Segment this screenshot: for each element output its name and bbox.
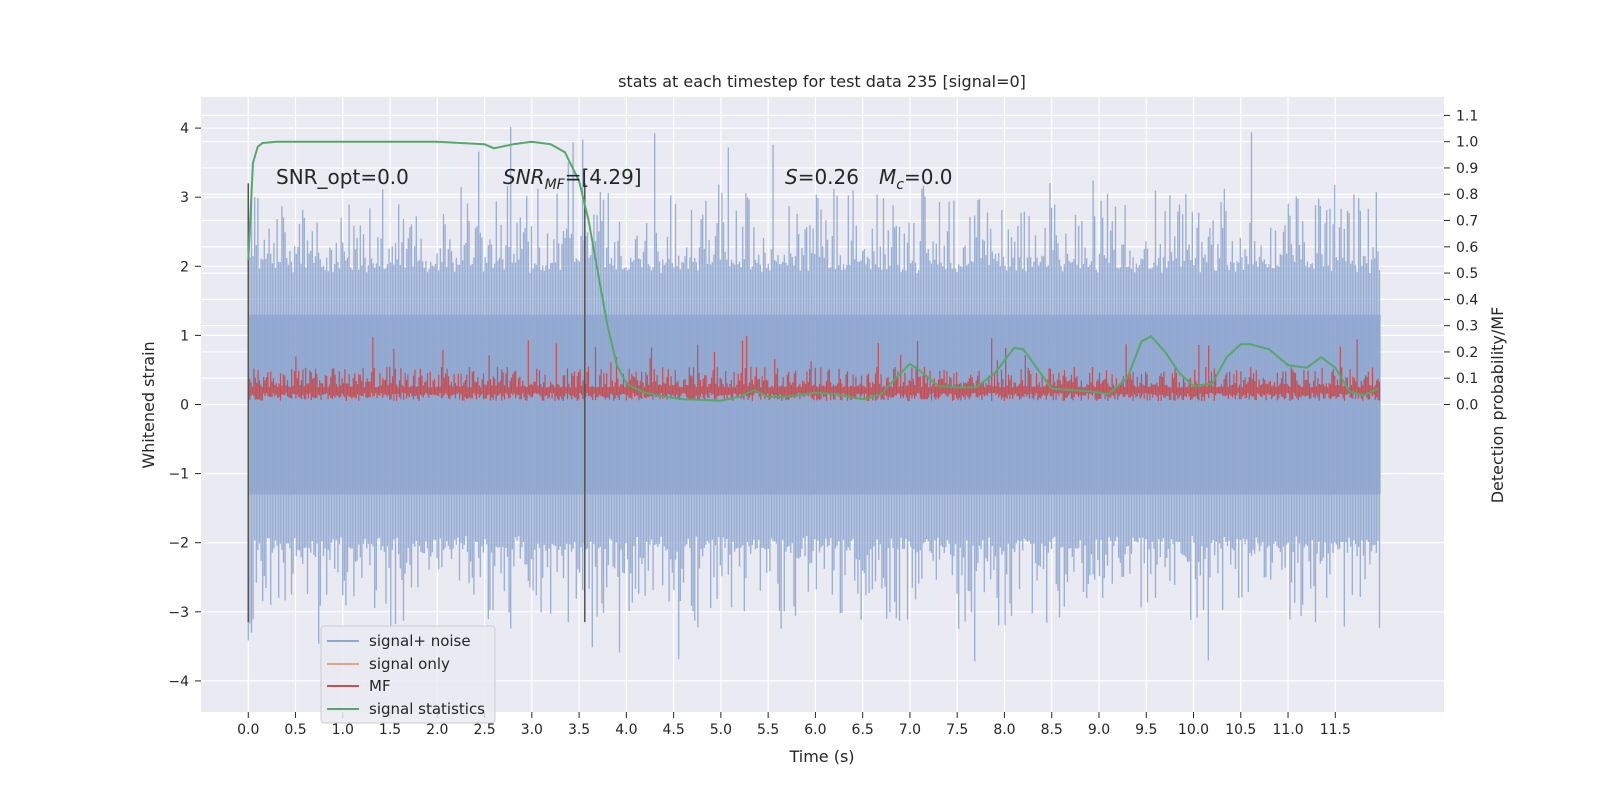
y-tick-label-2: 2 (180, 259, 189, 275)
tick-layer: 4 3 2 1 0 −1 −2 −3 −4 1.1 1.0 0.9 0.8 0.7 0.6 0.5 0.4 0.3… (168, 108, 1478, 738)
yr-tick-label-6: 0.5 (1456, 266, 1478, 282)
y-tick-label-8: −4 (168, 674, 189, 690)
annotations: SNR_opt=0.0 SNRMF=[4.29] S=0.26 Mc=0.0 (276, 165, 953, 193)
annotation-snr-mf-symbol: SNR (503, 165, 545, 189)
x-tick-label-19: 9.5 (1135, 722, 1157, 738)
x-tick-label-22: 11.0 (1272, 722, 1303, 738)
annotation-mc: Mc=0.0 (879, 165, 953, 193)
yr-tick-label-2: 0.9 (1456, 161, 1478, 177)
x-tick-label-4: 2.0 (426, 722, 448, 738)
x-tick-label-10: 5.0 (710, 722, 732, 738)
yr-tick-label-11: 0.0 (1456, 398, 1478, 414)
x-tick-label-16: 8.0 (993, 722, 1015, 738)
x-tick-label-0: 0.0 (237, 722, 259, 738)
yr-tick-label-7: 0.4 (1456, 292, 1478, 308)
chart-title: stats at each timestep for test data 235… (618, 72, 1026, 91)
x-tick-label-3: 1.5 (379, 722, 401, 738)
legend-box (320, 625, 496, 724)
y-right-axis-title: Detection probability/MF (1488, 307, 1507, 504)
signal-statistics-series (247, 140, 1379, 402)
y-tick-label-0: 4 (180, 121, 189, 137)
yr-tick-label-5: 0.6 (1456, 240, 1478, 256)
x-tick-label-6: 3.0 (521, 722, 543, 738)
annotation-snr-mf: SNRMF=[4.29] (503, 165, 642, 193)
x-tick-label-9: 4.5 (662, 722, 684, 738)
y-tick-label-6: −2 (168, 536, 189, 552)
yr-tick-label-9: 0.2 (1456, 345, 1478, 361)
x-tick-label-1: 0.5 (284, 722, 306, 738)
annotation-mc-subscript: c (896, 177, 904, 193)
y-tick-label-4: 0 (180, 398, 189, 414)
annotation-mc-rest: =0.0 (904, 165, 953, 189)
yr-tick-label-4: 0.7 (1456, 214, 1478, 230)
y-tick-label-1: 3 (180, 190, 189, 206)
x-tick-label-8: 4.0 (615, 722, 637, 738)
legend-label-signal-only: signal only (369, 655, 450, 673)
legend-label-signal-noise: signal+ noise (369, 632, 471, 650)
x-tick-label-18: 9.0 (1088, 722, 1110, 738)
annotation-mc-symbol: M (879, 165, 896, 189)
annotation-snr-mf-subscript: MF (545, 177, 566, 193)
x-tick-label-23: 11.5 (1320, 722, 1351, 738)
y-tick-label-7: −3 (168, 605, 189, 621)
x-tick-label-12: 6.0 (804, 722, 826, 738)
y-tick-label-3: 1 (180, 328, 189, 344)
y-axis-title: Whitened strain (139, 341, 158, 468)
x-tick-label-13: 6.5 (852, 722, 874, 738)
legend-label-mf: MF (369, 677, 391, 695)
x-tick-label-5: 2.5 (473, 722, 495, 738)
x-tick-label-14: 7.0 (899, 722, 921, 738)
annotation-s: S=0.26 (785, 165, 859, 189)
x-tick-label-7: 3.5 (568, 722, 590, 738)
legend: signal+ noise signal only MF signal stat… (320, 625, 496, 724)
y-tick-label-5: −1 (168, 467, 189, 483)
annotation-snr-opt: SNR_opt=0.0 (276, 165, 409, 189)
yr-tick-label-3: 0.8 (1456, 187, 1478, 203)
yr-tick-label-8: 0.3 (1456, 319, 1478, 335)
x-tick-label-11: 5.5 (757, 722, 779, 738)
legend-label-signal-statistics: signal statistics (369, 700, 485, 718)
yr-tick-label-10: 0.1 (1456, 371, 1478, 387)
yr-tick-label-0: 1.1 (1456, 108, 1478, 124)
x-tick-label-20: 10.0 (1178, 722, 1209, 738)
x-tick-label-2: 1.0 (332, 722, 354, 738)
data-layer (247, 126, 1381, 662)
x-tick-label-21: 10.5 (1225, 722, 1256, 738)
annotation-s-symbol: S (785, 165, 798, 189)
annotation-snr-mf-rest: =[4.29] (565, 165, 642, 189)
annotation-s-rest: =0.26 (798, 165, 859, 189)
x-tick-label-15: 7.5 (946, 722, 968, 738)
yr-tick-label-1: 1.0 (1456, 135, 1478, 151)
x-tick-label-17: 8.5 (1041, 722, 1063, 738)
x-axis-title: Time (s) (788, 747, 854, 766)
